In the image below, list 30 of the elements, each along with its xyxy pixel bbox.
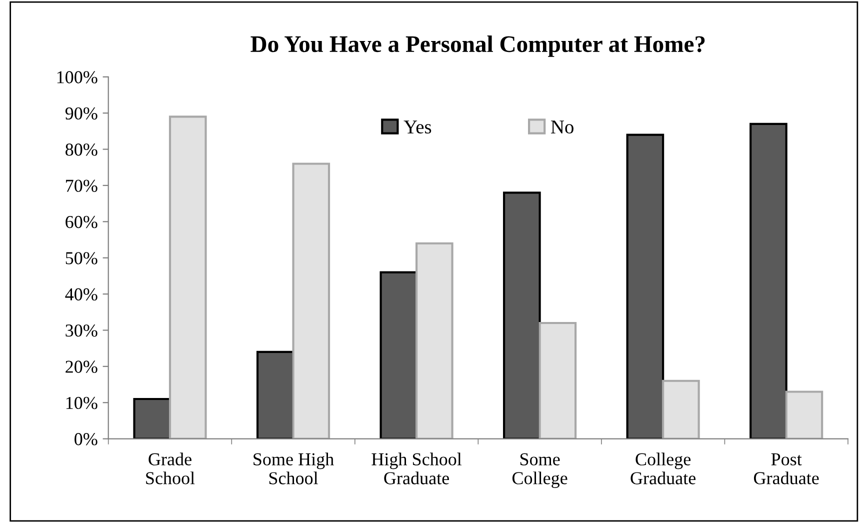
bar: [415, 242, 454, 439]
y-tick-label: 50%: [66, 252, 98, 264]
y-tick-label: 10%: [66, 396, 98, 410]
bar: [256, 350, 294, 439]
bar: [750, 122, 788, 439]
legend-label: Yes: [404, 120, 432, 134]
chart-title: Do You Have a Personal Computer at Home?: [250, 35, 705, 57]
y-tick-label: 40%: [65, 288, 98, 301]
y-tick-label: 80%: [66, 144, 98, 156]
x-tick-label: College Graduate: [630, 452, 696, 484]
bar: [503, 192, 541, 439]
y-tick-label: 100%: [57, 71, 98, 84]
legend-label: No: [550, 120, 574, 134]
x-tick-label: High School Graduate: [372, 452, 462, 484]
bar: [538, 322, 577, 439]
x-tick-label: Grade School: [146, 452, 195, 484]
y-tick-label: 70%: [66, 180, 98, 192]
y-tick-label: 90%: [65, 107, 98, 120]
y-tick-label: 20%: [66, 360, 98, 373]
y-tick-label: 0%: [74, 433, 98, 446]
x-tick-label: Post Graduate: [754, 453, 819, 484]
bar: [662, 380, 700, 439]
bar: [168, 116, 207, 439]
bar: [292, 162, 330, 439]
y-tick-label: 30%: [66, 324, 98, 337]
bar: [626, 134, 664, 439]
bar: [785, 390, 824, 439]
x-tick-label: Some High School: [254, 452, 334, 484]
y-tick-label: 60%: [66, 216, 98, 228]
x-tick-label: Some College: [512, 453, 568, 488]
